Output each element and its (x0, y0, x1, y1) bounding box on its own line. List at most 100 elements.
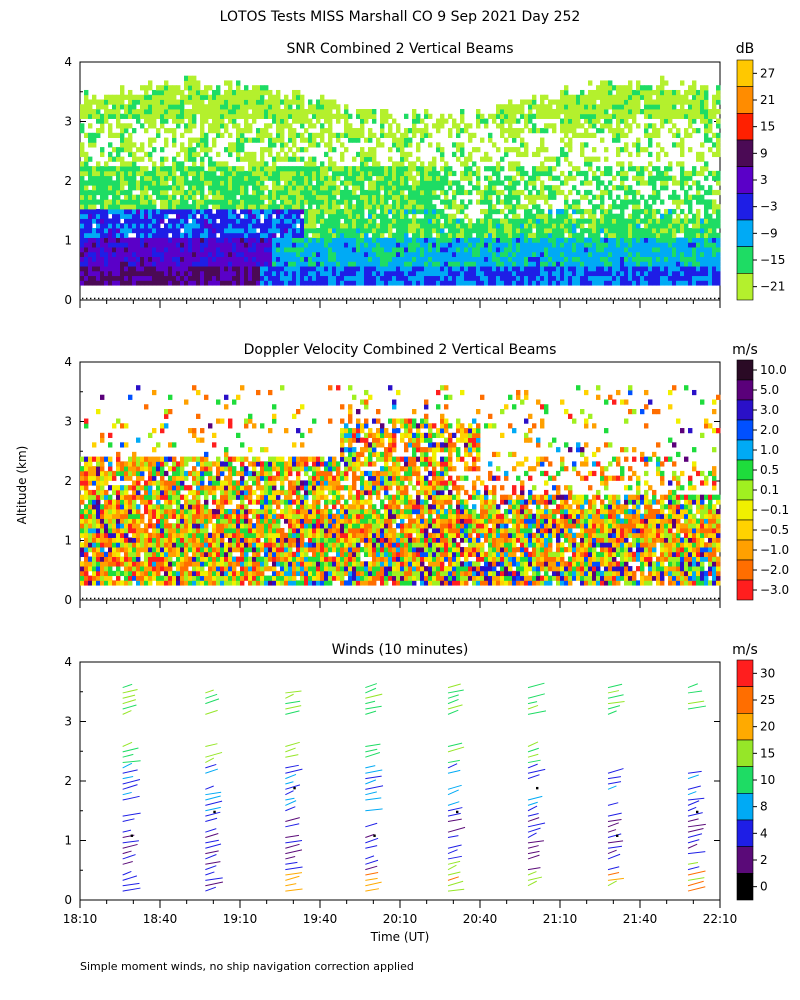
snr-cell (684, 223, 689, 229)
snr-cell (564, 113, 569, 119)
snr-cell (684, 256, 689, 262)
snr-cell (676, 109, 681, 115)
snr-cell (124, 142, 129, 148)
snr-cell (132, 156, 137, 162)
snr-cell (296, 261, 301, 267)
snr-cell (184, 199, 189, 205)
snr-cell (612, 137, 617, 143)
snr-cell (364, 237, 369, 243)
snr-cell (224, 80, 229, 86)
snr-cell (288, 208, 293, 215)
snr-cell (340, 189, 345, 196)
snr-cell (192, 251, 197, 258)
snr-cell (148, 194, 153, 200)
ground-dot (338, 297, 340, 300)
snr-cell (324, 170, 329, 177)
snr-cell (384, 113, 389, 119)
snr-cell (136, 223, 141, 229)
snr-cell (256, 275, 261, 281)
snr-cell (196, 175, 201, 181)
snr-cell (416, 251, 421, 258)
snr-cell (104, 113, 109, 119)
snr-cell (492, 280, 497, 286)
snr-cell (144, 242, 149, 248)
snr-cell (512, 147, 517, 153)
snr-cell (360, 237, 365, 243)
snr-cell (212, 89, 217, 96)
snr-cell (588, 189, 593, 196)
snr-cell (176, 189, 181, 196)
snr-cell (224, 161, 229, 167)
snr-cell (592, 280, 597, 286)
snr-cell (220, 99, 225, 105)
snr-cell (628, 109, 633, 115)
snr-cell (212, 266, 217, 272)
snr-cell (332, 194, 337, 200)
snr-cell (608, 128, 613, 134)
snr-cell (540, 251, 545, 258)
snr-cell (156, 247, 161, 253)
snr-cell (564, 94, 569, 100)
snr-cell (204, 85, 209, 91)
snr-cell (572, 113, 577, 119)
snr-cell (608, 261, 613, 267)
snr-cell (216, 113, 221, 119)
snr-cell (184, 189, 189, 196)
snr-cell (568, 109, 573, 115)
snr-cell (396, 228, 401, 234)
snr-cell (192, 194, 197, 200)
snr-cell (536, 280, 541, 286)
snr-cell (104, 270, 109, 277)
snr-cell (532, 280, 537, 286)
snr-cell (592, 270, 597, 277)
snr-cell (316, 242, 321, 248)
snr-cell (572, 256, 577, 262)
snr-cell (128, 280, 133, 286)
snr-cell (320, 256, 325, 262)
snr-cell (456, 185, 461, 191)
snr-cell (596, 180, 601, 186)
snr-cell (148, 109, 153, 115)
y-axis-label: Altitude (km) (15, 446, 29, 525)
snr-cell (88, 199, 93, 205)
snr-cell (308, 185, 313, 191)
snr-cell (616, 280, 621, 286)
snr-cell (460, 223, 465, 229)
snr-cell (284, 185, 289, 191)
snr-cell (516, 242, 521, 248)
snr-cell (664, 232, 669, 238)
ground-dot (686, 297, 688, 300)
snr-cell (548, 185, 553, 191)
snr-cell (80, 223, 85, 229)
snr-cell (556, 275, 561, 281)
snr-cell (96, 166, 101, 172)
snr-cell (216, 132, 221, 139)
snr-cell (88, 261, 93, 267)
snr-cell (404, 251, 409, 258)
snr-cell (440, 237, 445, 243)
snr-cell (200, 170, 205, 177)
snr-cell (492, 204, 497, 210)
snr-cell (320, 161, 325, 167)
snr-cell (92, 175, 97, 181)
snr-cell (84, 280, 89, 286)
snr-cell (364, 275, 369, 281)
snr-cell (116, 247, 121, 253)
snr-cell (132, 251, 137, 258)
snr-cell (208, 85, 213, 91)
snr-cell (408, 170, 413, 177)
ground-dot (550, 297, 552, 300)
snr-cell (600, 89, 605, 96)
snr-cell (172, 256, 177, 262)
snr-cell (300, 242, 305, 248)
snr-cell (356, 280, 361, 286)
snr-cell (428, 199, 433, 205)
snr-cell (400, 166, 405, 172)
snr-cell (392, 132, 397, 139)
snr-cell (268, 232, 273, 238)
snr-cell (636, 137, 641, 143)
snr-cell (524, 185, 529, 191)
snr-cell (208, 147, 213, 153)
snr-cell (620, 109, 625, 115)
snr-cell (192, 266, 197, 272)
